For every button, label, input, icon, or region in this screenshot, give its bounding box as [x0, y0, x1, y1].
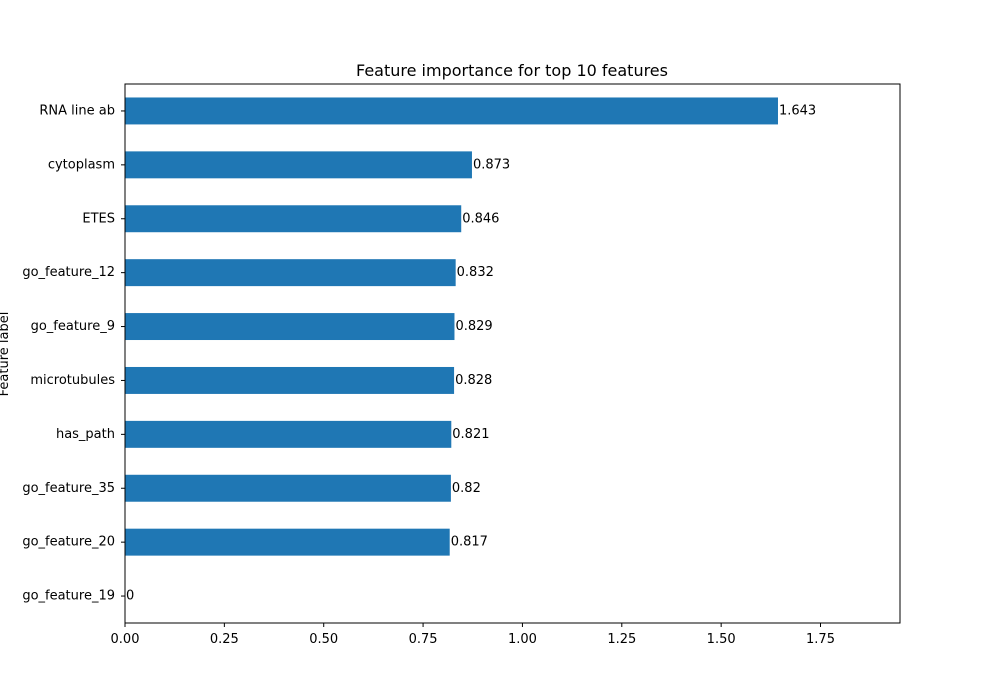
x-tick-label: 1.50	[707, 632, 736, 647]
bar	[125, 474, 451, 502]
y-tick-label: go_feature_12	[22, 265, 115, 280]
bar	[125, 97, 778, 125]
y-tick-label: go_feature_35	[22, 481, 115, 496]
data-label: 0.828	[455, 373, 492, 388]
data-label: 0.873	[473, 157, 510, 172]
bar	[125, 366, 455, 394]
bar	[125, 259, 456, 287]
x-tick-label: 1.25	[607, 632, 636, 647]
x-tick-label: 0.50	[309, 632, 338, 647]
data-label: 0.832	[457, 265, 494, 280]
bar	[125, 205, 462, 233]
bar	[125, 420, 452, 448]
data-label: 1.643	[779, 103, 816, 118]
y-tick-label: RNA line ab	[39, 103, 115, 118]
x-tick-label: 0.25	[210, 632, 239, 647]
x-tick-label: 1.75	[806, 632, 835, 647]
y-tick-label: go_feature_9	[31, 319, 115, 334]
chart-title: Feature importance for top 10 features	[356, 61, 668, 80]
data-label: 0.817	[451, 535, 488, 550]
x-tick-label: 0.00	[111, 632, 140, 647]
data-label: 0	[126, 589, 134, 604]
plot-area: RNA line ab 1.643 cytoplasm 0.873 ETES 0.846 g…	[22, 83, 901, 647]
data-label: 0.821	[452, 427, 489, 442]
y-tick-label: ETES	[82, 211, 115, 226]
y-tick-label: cytoplasm	[48, 157, 115, 172]
data-label: 0.846	[462, 211, 499, 226]
plot-frame	[124, 83, 901, 624]
y-tick-label: go_feature_20	[22, 535, 115, 550]
bar	[125, 528, 450, 556]
x-tick-label: 0.75	[409, 632, 438, 647]
data-label: 0.829	[455, 319, 492, 334]
x-tick-label: 1.00	[508, 632, 537, 647]
bar	[125, 151, 472, 179]
y-tick-label: microtubules	[30, 373, 115, 388]
y-axis-label: Feature label	[0, 312, 12, 397]
y-tick-label: has_path	[56, 427, 115, 442]
y-tick-label: go_feature_19	[22, 589, 115, 604]
data-label: 0.82	[452, 481, 481, 496]
bar	[125, 313, 455, 341]
